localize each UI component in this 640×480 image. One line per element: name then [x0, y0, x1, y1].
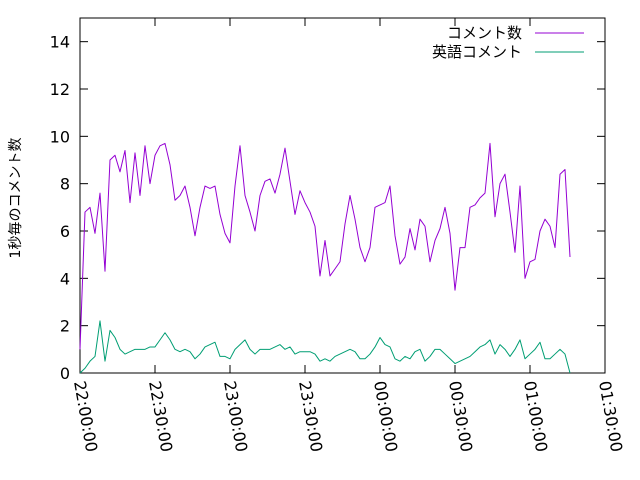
x-tick-label-2: 23:00:00: [220, 379, 251, 453]
y-axis: 0 2 4 6 8 10 12 14: [50, 33, 605, 383]
x-tick-label-0: 22:00:00: [70, 379, 101, 453]
series-lines: [79, 142, 571, 374]
y-tick-label-7: 14: [50, 33, 70, 52]
x-tick-label-4: 00:00:00: [370, 379, 401, 453]
y-tick-label-3: 6: [60, 222, 70, 241]
series-line-0: [79, 142, 571, 350]
y-tick-label-1: 2: [60, 317, 70, 336]
y-tick-label-0: 0: [60, 364, 70, 383]
plot-frame: [79, 17, 606, 374]
y-axis-label: 1秒毎のコメント数: [8, 138, 24, 259]
x-tick-label-7: 01:30:00: [595, 379, 626, 453]
series-line-1: [79, 320, 571, 374]
legend-label-0: コメント数: [447, 24, 522, 42]
x-axis: 22:00:00 22:30:00 23:00:00 23:30:00 00:00:00…: [70, 18, 626, 453]
y-tick-label-4: 8: [60, 175, 70, 194]
x-tick-label-3: 23:30:00: [295, 379, 326, 453]
legend-label-1: 英語コメント: [432, 43, 522, 61]
y-tick-label-5: 10: [50, 127, 70, 146]
x-tick-label-5: 00:30:00: [445, 379, 476, 453]
y-tick-label-6: 12: [50, 80, 70, 99]
x-tick-label-1: 22:30:00: [145, 379, 176, 453]
x-tick-label-6: 01:00:00: [520, 379, 551, 453]
y-tick-label-2: 4: [60, 269, 70, 288]
